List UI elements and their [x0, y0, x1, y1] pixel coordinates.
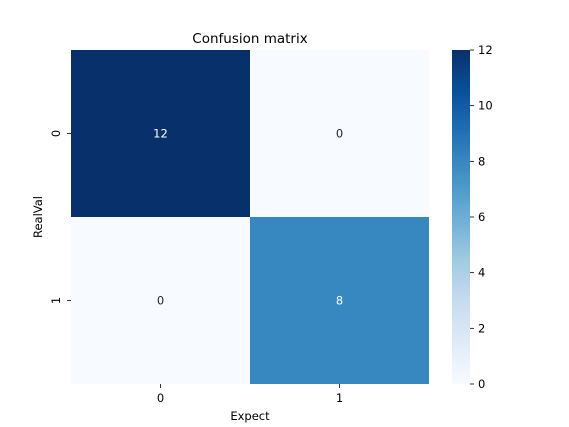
colorbar — [452, 50, 470, 384]
x-tick-label-1: 1 — [336, 391, 343, 405]
chart-title: Confusion matrix — [192, 31, 307, 47]
heatmap-cell-1-1 — [250, 217, 429, 384]
colorbar-ticks: 0 2 4 6 8 10 12 — [470, 43, 493, 391]
heatmap-cell-0-1 — [250, 50, 429, 217]
y-axis-ticks: 01 — [49, 130, 71, 304]
cell-value-label-1-0: 0 — [157, 294, 164, 308]
y-tick-label-0: 0 — [49, 130, 63, 137]
colorbar-tick-label-2: 4 — [478, 266, 485, 280]
heatmap-cells — [71, 50, 429, 384]
x-axis-label: Expect — [230, 409, 270, 423]
heatmap-cell-labels: 12 0 0 8 — [153, 127, 343, 308]
x-tick-label-0: 0 — [157, 391, 164, 405]
heatmap-cell-0-0 — [71, 50, 250, 217]
colorbar-tick-label-0: 0 — [478, 377, 485, 391]
heatmap-cell-1-0 — [71, 217, 250, 384]
y-tick-label-1: 1 — [49, 297, 63, 304]
colorbar-tick-label-3: 6 — [478, 210, 485, 224]
cell-value-label-1-1: 8 — [336, 294, 343, 308]
colorbar-tick-label-6: 12 — [478, 43, 493, 57]
colorbar-tick-label-4: 8 — [478, 154, 485, 168]
y-axis-label: RealVal — [31, 196, 45, 238]
cell-value-label-0-0: 12 — [153, 127, 168, 141]
colorbar-tick-label-1: 2 — [478, 321, 485, 335]
colorbar-tick-label-5: 10 — [478, 99, 493, 113]
cell-value-label-0-1: 0 — [336, 127, 343, 141]
